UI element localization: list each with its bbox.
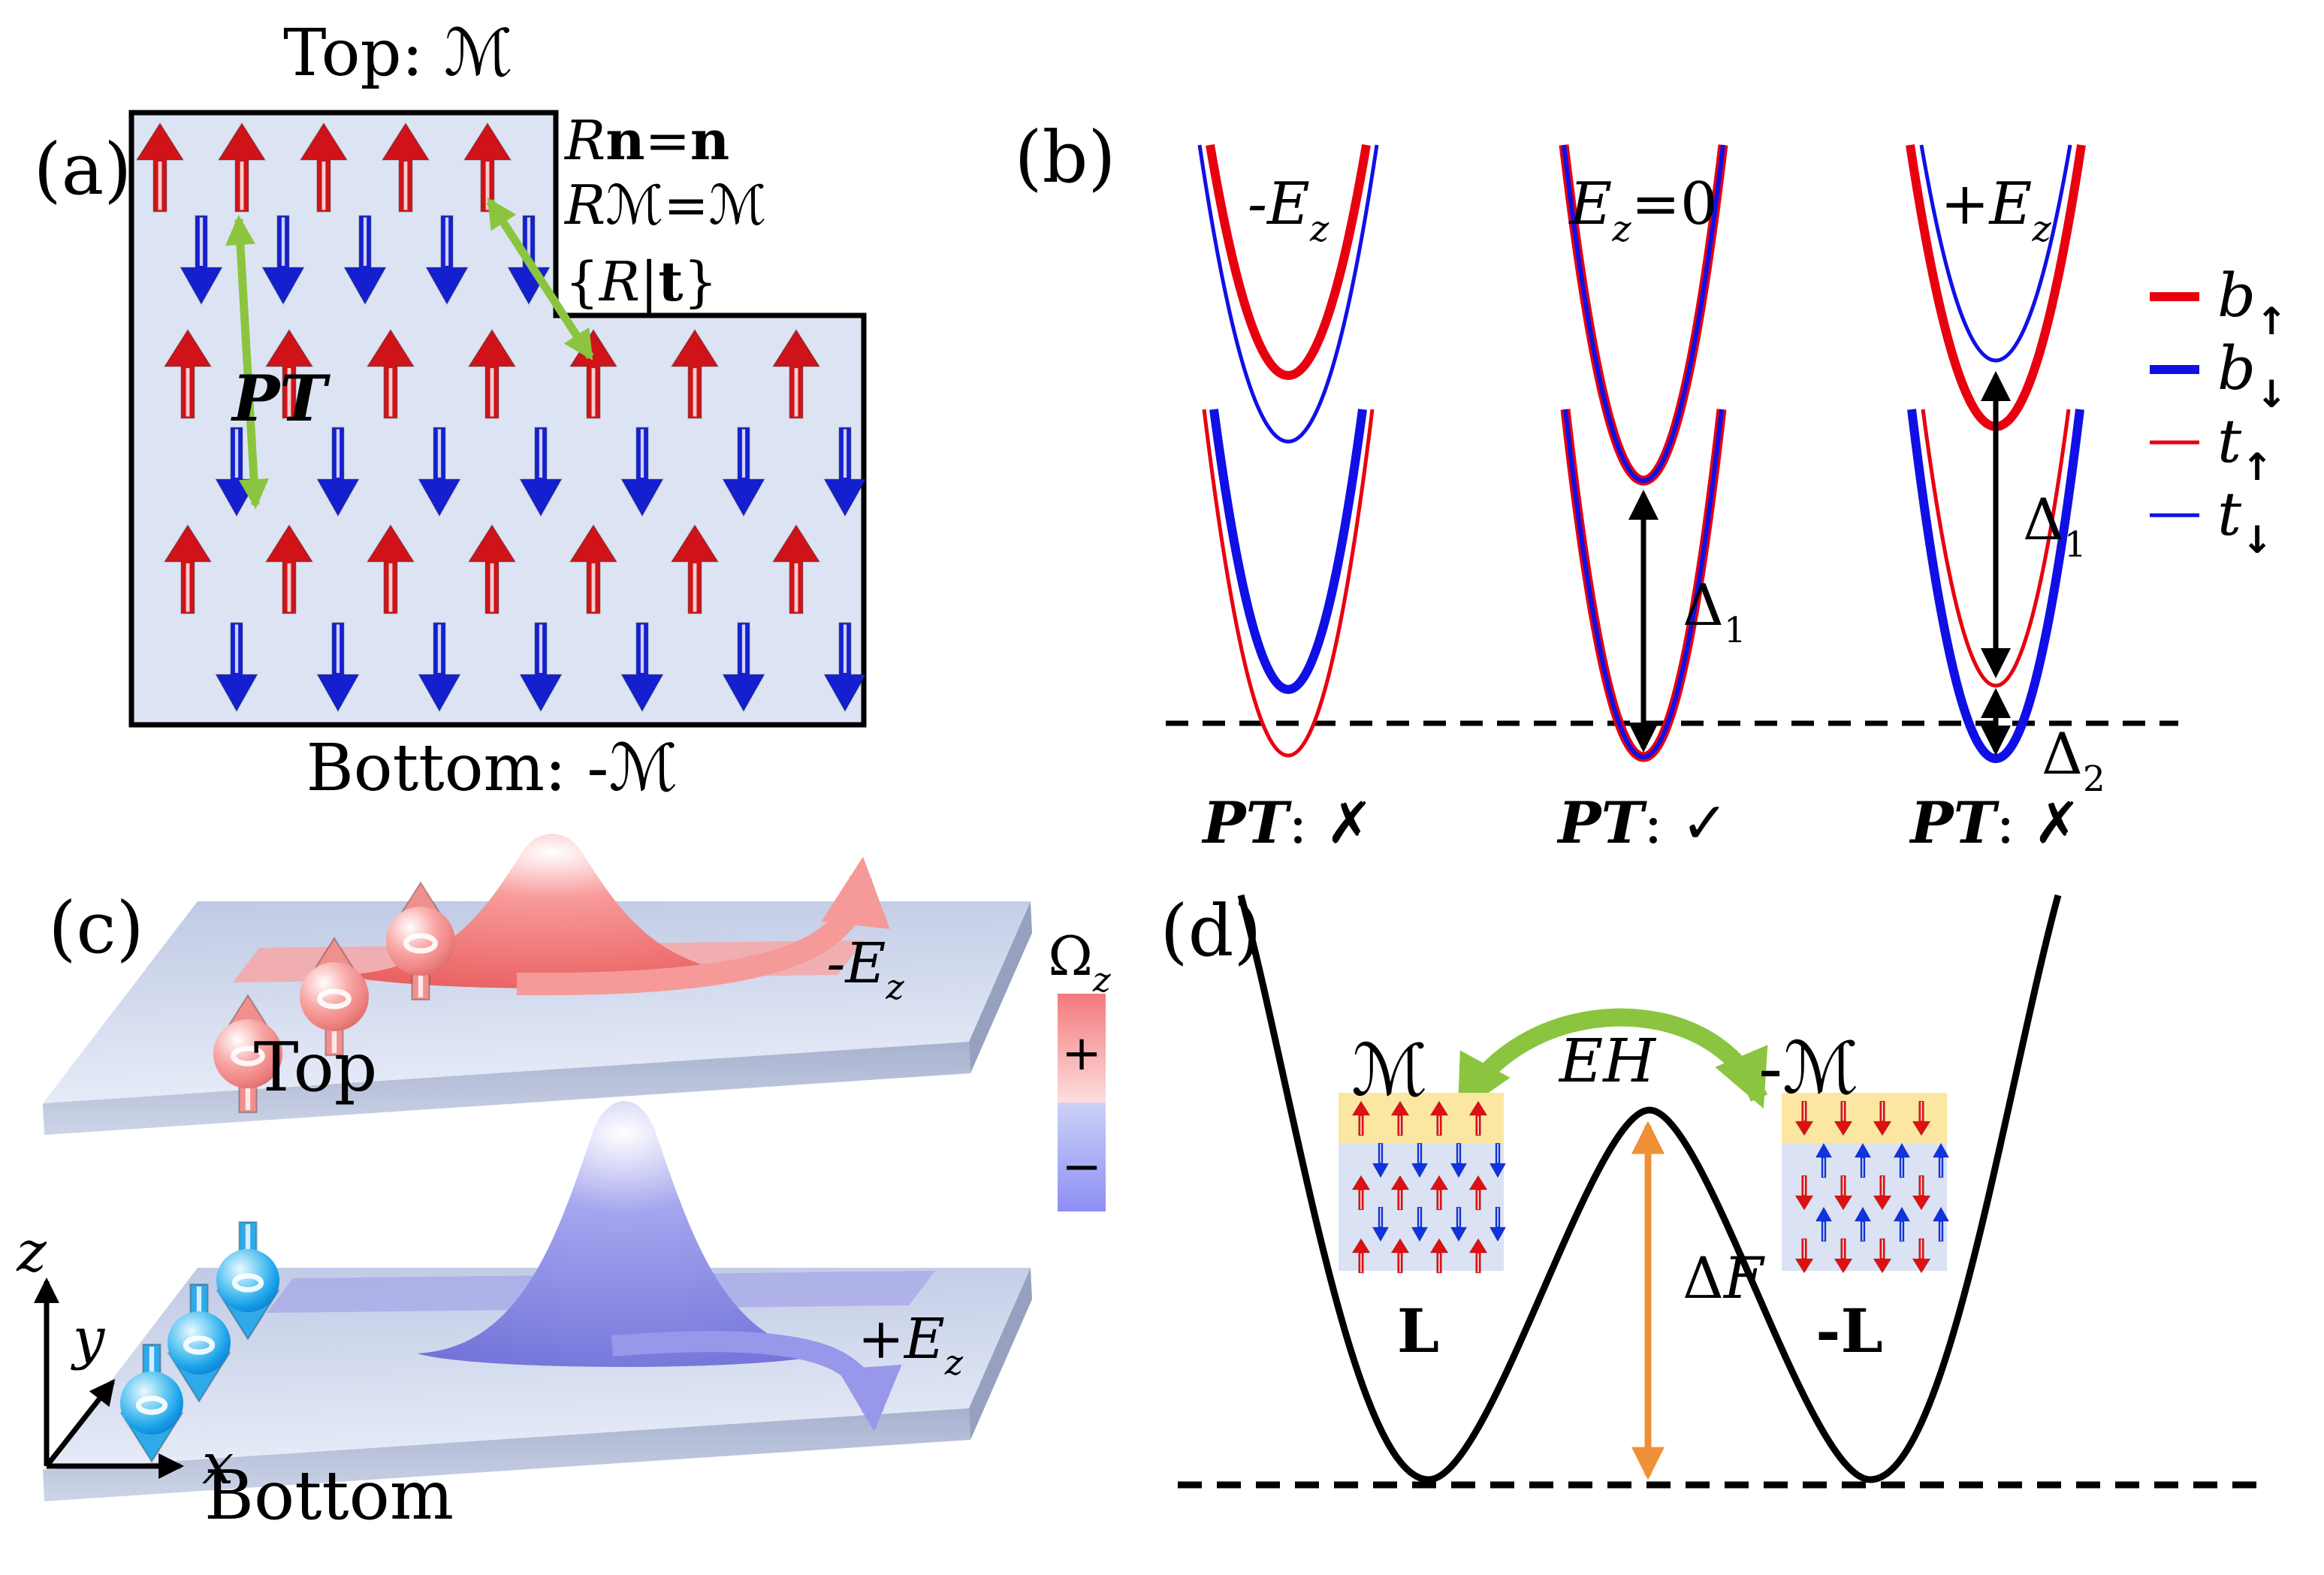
- colorbar-positive-segment: [1058, 994, 1106, 1103]
- eh-switching-arrow: [1455, 1008, 1768, 1115]
- red-band-curve: [1921, 409, 2071, 688]
- sphere-ring: [183, 1335, 216, 1355]
- gap-label: Δ1: [2023, 486, 2087, 566]
- anomalous-velocity-arrow-bottom: [611, 1331, 902, 1432]
- band-gap-arrows: [1628, 371, 2011, 756]
- blue-band-curve: [1209, 409, 1367, 694]
- blue-band-curve: [1919, 144, 2072, 363]
- top-magnetization-title: Top: ℳ: [283, 16, 513, 91]
- berry-curvature-colorbar: + −: [1058, 994, 1106, 1211]
- blue-band-curve: [1562, 144, 1725, 483]
- symmetry-equation-3: {R|t}: [565, 249, 717, 313]
- red-band-curve: [1202, 409, 1375, 758]
- magnetization-label: ℳ: [1351, 1030, 1428, 1112]
- red-band-curve: [1206, 143, 1371, 380]
- legend-entry: b↓: [2217, 333, 2287, 416]
- sphere-body: [216, 1249, 279, 1312]
- spin-up-sphere: [213, 994, 282, 1114]
- z-axis-label: z: [16, 1218, 47, 1284]
- panel-b-texts: -Ez PT: ✗ Ez=0 PT: ✓ +Ez PT: ✗ Δ1 Δ1 Δ2: [1201, 170, 2105, 856]
- bottom-layer-slab-edge: [969, 1268, 1032, 1440]
- spin-down-sphere: [216, 1220, 279, 1341]
- blue-band-curve: [1907, 409, 2084, 763]
- y-axis-label: y: [71, 1305, 106, 1371]
- sphere-ring: [317, 988, 352, 1009]
- colorbar-minus-label: −: [1061, 1139, 1102, 1195]
- x-axis-label: x: [202, 1431, 234, 1497]
- spin-up-sphere: [300, 937, 369, 1057]
- field-label: -Ez: [1248, 170, 1330, 250]
- pt-connection-arrow: [225, 215, 270, 509]
- berry-curvature-peak-negative: [417, 1101, 830, 1367]
- panel-a-texts: Top: ℳ Bottom: -ℳ Rn=nRℳ=ℳ {R|t} PT: [231, 16, 766, 806]
- neel-vector-label: L: [1397, 1296, 1439, 1366]
- colorbar-negative-segment: [1058, 1103, 1106, 1211]
- sphere-ring: [403, 933, 438, 954]
- pt-symmetry-arrows: [225, 197, 594, 509]
- panel-b: (b) b↑b↓t↑t↓ -Ez PT: ✗ Ez=0 PT: ✓ +Ez PT: ✗ Δ1…: [1015, 116, 2288, 856]
- pos-ez-label: +Ez: [858, 1307, 964, 1383]
- panel-c: (c) z y x Top Bottom + − -Ez +Ez Ωz: [16, 834, 1111, 1535]
- neg-ez-label: -Ez: [826, 931, 904, 1007]
- panel-c-label: (c): [48, 887, 143, 970]
- band-legend: b↑b↓t↑t↓: [2150, 261, 2287, 562]
- legend-entry: t↓: [2217, 479, 2273, 562]
- bottom-magnetization-title: Bottom: -ℳ: [306, 731, 678, 806]
- bottom-layer-slab-side: [43, 1408, 970, 1501]
- neg-neel-vector-label: -L: [1815, 1296, 1882, 1366]
- field-label: Ez=0: [1568, 170, 1717, 250]
- top-layer-slab-edge: [969, 901, 1032, 1073]
- panel-c-texts: -Ez +Ez Ωz: [826, 925, 1111, 1383]
- pt-operator-label: PT: [231, 361, 330, 436]
- blue-band-curve: [1197, 144, 1379, 444]
- sphere-body: [168, 1311, 231, 1374]
- band-structure-curves: [1197, 143, 2086, 763]
- top-layer-slab-side: [43, 1042, 970, 1135]
- pt-status-label: PT: ✓: [1556, 789, 1728, 856]
- legend-entry: b↑: [2217, 261, 2287, 343]
- panel-a: (a) Top: ℳ Bottom: -ℳ Rn=nRℳ=ℳ {R|t} PT: [34, 16, 867, 806]
- colorbar-plus-label: +: [1061, 1026, 1102, 1082]
- spin-down-sphere: [120, 1343, 183, 1463]
- symmetry-equation-1: Rn=n: [563, 108, 729, 172]
- sphere-body: [213, 1019, 282, 1088]
- sphere-body: [386, 907, 455, 976]
- panel-d-texts: ℳ -ℳ ΔF: [1351, 1027, 1859, 1311]
- spin-up-sphere: [386, 881, 455, 1001]
- free-energy-barrier-label: ΔF: [1683, 1245, 1765, 1311]
- eh-label: EH: [1558, 1026, 1657, 1096]
- blue-band-curve: [1563, 409, 1724, 759]
- magnetic-state-insets: [1339, 1093, 1949, 1274]
- bottom-layer-slab: [43, 1268, 1031, 1470]
- top-layer-label: Top: [254, 1028, 378, 1107]
- symmetry-equation-2: Rℳ=ℳ: [563, 173, 767, 237]
- neg-magnetization-label: -ℳ: [1758, 1027, 1859, 1110]
- sphere-body: [300, 962, 369, 1031]
- gap-label: Δ2: [2042, 720, 2105, 800]
- anomalous-velocity-arrow-top: [516, 856, 890, 996]
- sphere-ring: [231, 1273, 264, 1293]
- bottom-layer-label: Bottom: [204, 1456, 454, 1535]
- sphere-body: [120, 1371, 183, 1435]
- gap-label: Δ1: [1683, 572, 1746, 651]
- legend-entry: t↑: [2217, 406, 2273, 489]
- panel-d-label: (d): [1160, 890, 1262, 973]
- spin-down-sphere: [168, 1283, 231, 1403]
- pt-status-label: PT: ✗: [1201, 789, 1373, 856]
- omega-z-label: Ωz: [1048, 925, 1111, 1000]
- panel-b-label: (b): [1015, 116, 1116, 199]
- field-label: +Ez: [1940, 170, 2051, 250]
- panel-d: (d) EH L -L ℳ -ℳ ΔF: [1160, 890, 2262, 1489]
- pt-connection-arrow: [486, 197, 594, 361]
- y-axis: [44, 1378, 116, 1468]
- panel-a-label: (a): [34, 128, 132, 211]
- spin-spheres: [120, 881, 455, 1463]
- sphere-ring: [135, 1395, 168, 1415]
- coordinate-axes: [34, 1277, 185, 1479]
- sphere-ring: [231, 1045, 265, 1067]
- pt-status-label: PT: ✗: [1909, 789, 2081, 856]
